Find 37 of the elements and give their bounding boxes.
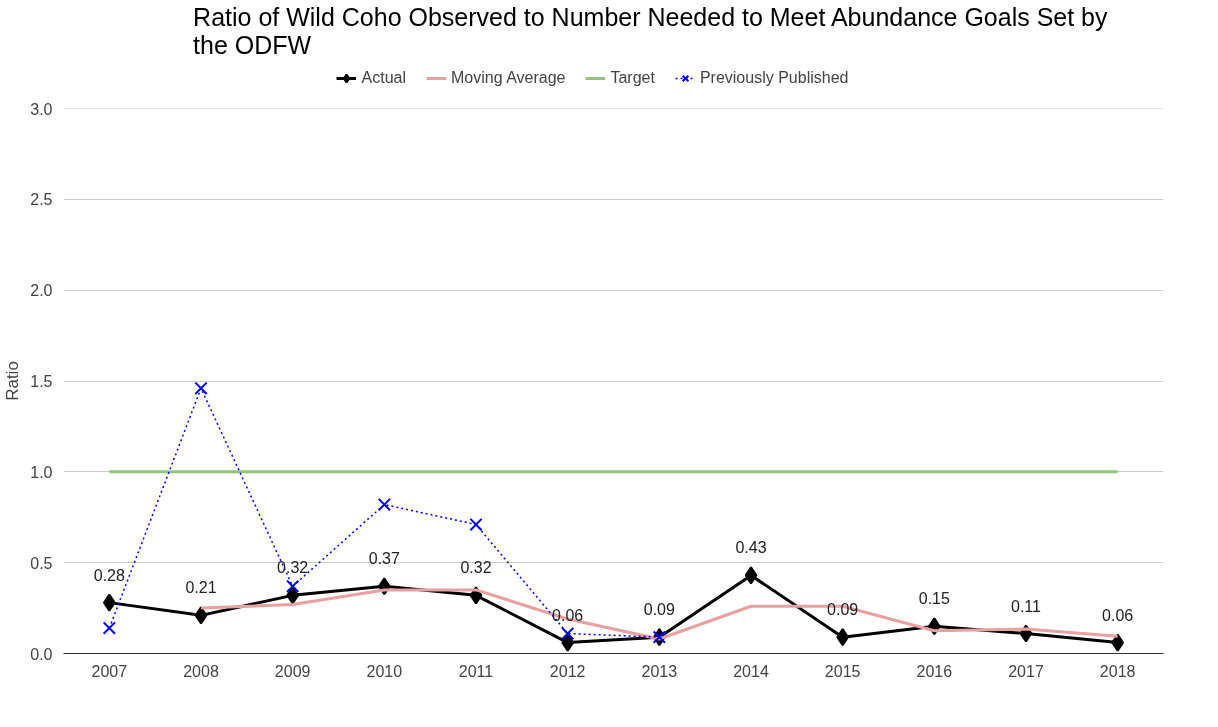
legend-label: Previously Published <box>699 69 849 87</box>
x-tick-label: 2017 <box>1008 662 1044 680</box>
data-label: 0.32 <box>460 559 492 577</box>
text: 2.0 <box>30 282 53 300</box>
x-tick-label: 2009 <box>274 662 311 680</box>
data-label: 0.28 <box>93 566 126 584</box>
legend-label: Actual <box>361 69 406 87</box>
data-label: 0.43 <box>735 539 767 557</box>
data-label: 0.06 <box>1102 606 1134 624</box>
data-label: 0.37 <box>368 550 401 568</box>
x-tick-label: 2011 <box>458 662 494 680</box>
text: 1.5 <box>30 373 53 390</box>
legend-label: Target <box>610 69 655 87</box>
x-tick-label: 2012 <box>549 662 586 680</box>
legend-label: Moving Average <box>450 69 566 87</box>
x-tick-label: 2010 <box>366 662 403 680</box>
text: 3.0 <box>30 100 53 118</box>
x-tick-label: 2008 <box>183 662 219 680</box>
text: 2.5 <box>30 191 53 209</box>
text: 0.0 <box>30 645 53 663</box>
data-label: 0.21 <box>185 579 217 597</box>
chart-title: Ratio of Wild Coho Observed to Number Needed to Meet Abundance Goals Set by the ODFW <box>193 2 1109 59</box>
data-label: 0.09 <box>827 601 859 619</box>
x-tick-label: 2007 <box>91 662 128 680</box>
data-label: 0.15 <box>918 590 951 608</box>
text: 1.0 <box>30 463 53 481</box>
x-tick-label: 2015 <box>824 662 861 680</box>
data-label: 0.09 <box>643 601 676 619</box>
y-axis-title: Ratio <box>3 361 23 401</box>
x-tick-label: 2014 <box>733 662 769 680</box>
x-tick-label: 2018 <box>1099 662 1136 680</box>
text: 0.5 <box>30 554 53 572</box>
data-label: 0.32 <box>277 559 309 577</box>
x-tick-label: 2016 <box>916 662 953 680</box>
x-tick-label: 2013 <box>641 662 678 680</box>
data-label: 0.06 <box>552 606 584 624</box>
data-label: 0.11 <box>1011 597 1042 615</box>
